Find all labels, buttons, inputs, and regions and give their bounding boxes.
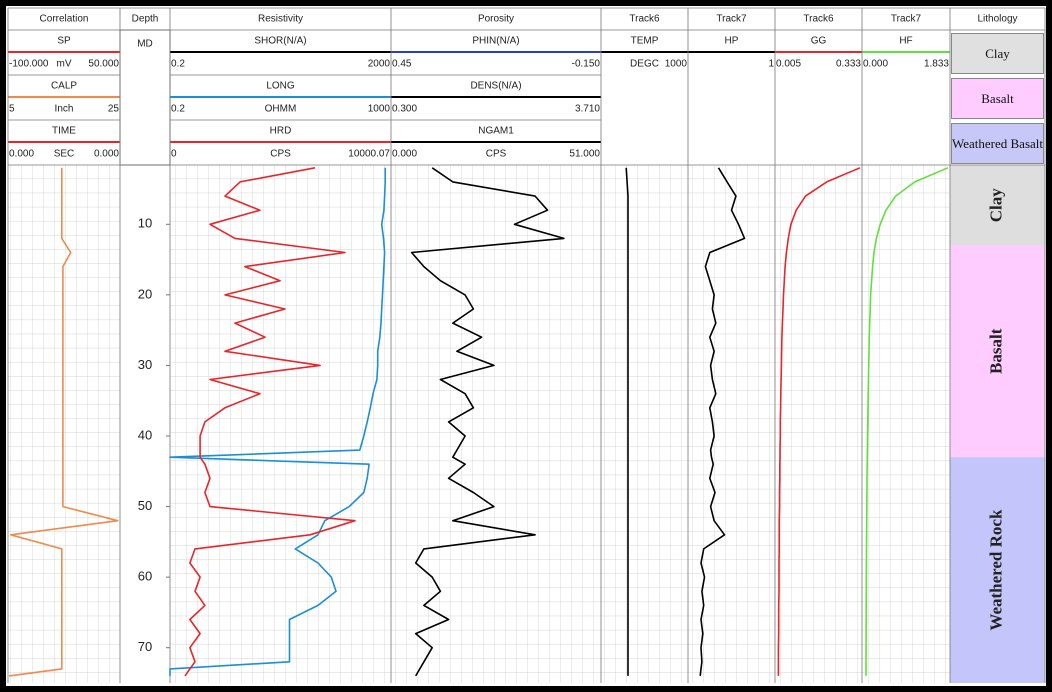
lithology-label: Clay [986, 188, 1005, 223]
track-grid [391, 165, 601, 683]
log-curve [865, 167, 949, 676]
lithology-band [950, 165, 1045, 246]
curve-name: NGAM1 [478, 126, 514, 137]
track-title: Track7 [716, 14, 747, 25]
scale-right: 1 [768, 59, 774, 70]
scale-right: 1000 [665, 59, 688, 70]
curve-name: TIME [52, 126, 76, 137]
curve-name: SHOR(N/A) [254, 36, 306, 47]
depth-tick-label: 70 [138, 639, 152, 654]
depth-tick-label: 60 [138, 569, 152, 584]
curve-name: HRD [270, 126, 292, 137]
scale-left: 5 [9, 104, 15, 115]
scale-right: 0.333 [836, 59, 861, 70]
scale-left: -100.000 [9, 59, 49, 70]
log-curve [699, 167, 746, 676]
scale-right: 25 [108, 104, 120, 115]
track-grid [862, 165, 950, 683]
scale-left: 0.2 [171, 59, 185, 70]
track-title: Porosity [478, 14, 514, 25]
scale-right: 50.000 [88, 59, 119, 70]
track-grid [775, 165, 862, 683]
scale-right: 0.000 [94, 149, 119, 160]
curve-name: CALP [51, 81, 77, 92]
scale-right: 2000 [368, 59, 391, 70]
scale-left: 0.000 [9, 149, 34, 160]
track-grid [601, 165, 688, 683]
depth-tick-label: 50 [138, 498, 152, 513]
lithology-legend: Clay [951, 33, 1044, 74]
lithology-band [950, 457, 1045, 683]
curve-name: HP [725, 36, 739, 47]
track-title: Track7 [891, 14, 922, 25]
scale-right: -0.150 [572, 59, 601, 70]
scale-unit: OHMM [265, 104, 297, 115]
scale-left: 0.000 [863, 59, 888, 70]
scale-unit: Inch [55, 104, 74, 115]
track-grid [8, 165, 120, 683]
track-title: Correlation [40, 14, 89, 25]
log-curve [8, 167, 119, 677]
track-title: Track6 [803, 14, 834, 25]
scale-left: 0.2 [171, 104, 185, 115]
curve-name: PHIN(N/A) [472, 36, 519, 47]
depth-tick-label: 10 [138, 216, 152, 231]
track-grid [170, 165, 391, 683]
lithology-label: Basalt [986, 328, 1005, 374]
curve-name: SP [57, 36, 71, 47]
curve-name: GG [811, 36, 827, 47]
scale-right: 3.710 [575, 104, 600, 115]
lithology-label: Weathered Rock [986, 509, 1005, 631]
scale-unit: mV [57, 59, 72, 70]
log-curve [169, 167, 386, 676]
depth-tick-label: 30 [138, 357, 152, 372]
curve-name: HF [899, 36, 912, 47]
curve-name: DENS(N/A) [470, 81, 521, 92]
curve-name: LONG [266, 81, 295, 92]
log-curve [777, 167, 861, 676]
track-title: Depth [132, 14, 159, 25]
lithology-legend: Basalt [951, 78, 1044, 119]
scale-unit: SEC [54, 149, 75, 160]
scale-left: 0.300 [392, 104, 417, 115]
track-title: Resistivity [258, 14, 303, 25]
lithology-legend: Weathered Basalt [951, 123, 1044, 164]
log-curve [625, 167, 629, 676]
depth-tick-label: 40 [138, 427, 152, 442]
curve-name: TEMP [631, 36, 659, 47]
scale-right: 1.833 [924, 59, 949, 70]
scale-unit: DEGC [630, 59, 659, 70]
depth-tick-label: 20 [138, 286, 152, 301]
scale-right: 51.000 [569, 149, 600, 160]
log-curve [410, 167, 565, 677]
scale-unit: CPS [270, 149, 291, 160]
track-grid [688, 165, 775, 683]
depth-unit: MD [137, 39, 153, 50]
scale-left: 0.000 [392, 149, 417, 160]
track-title: Lithology [977, 14, 1017, 25]
scale-left: 0 [171, 149, 177, 160]
scale-right: 10000.07 [348, 149, 390, 160]
lithology-band [950, 245, 1045, 458]
scale-left: 0.005 [776, 59, 801, 70]
track-title: Track6 [629, 14, 660, 25]
log-curve [184, 167, 356, 677]
scale-left: 0.45 [392, 59, 412, 70]
scale-unit: CPS [486, 149, 507, 160]
scale-right: 1000 [368, 104, 391, 115]
